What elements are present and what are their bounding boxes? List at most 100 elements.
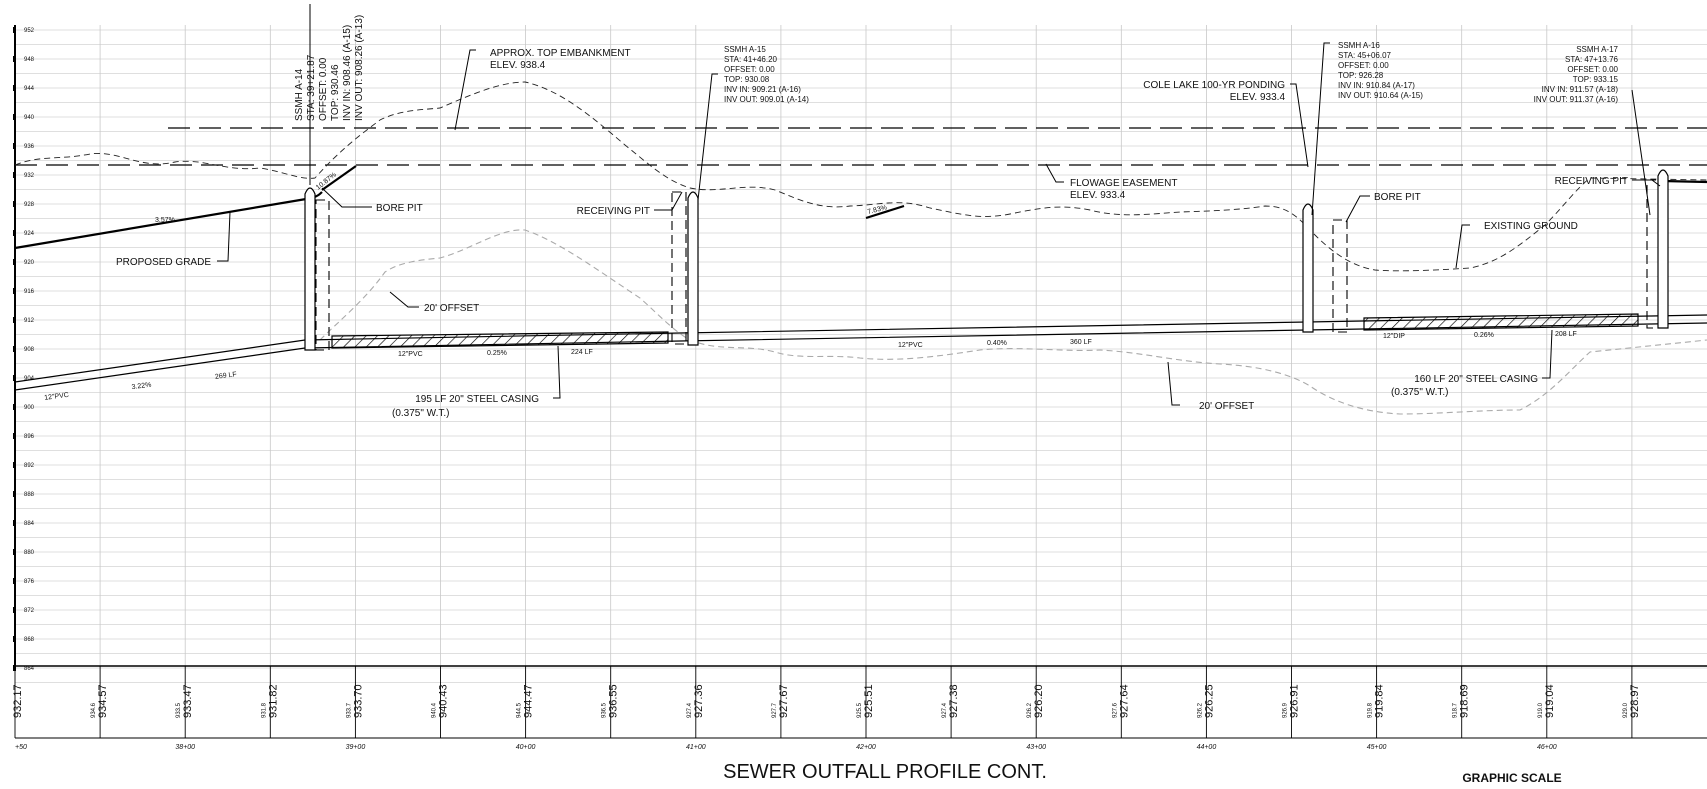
pipe3-material: 12"PVC: [898, 342, 923, 349]
elevation-label: 868: [24, 637, 35, 643]
slope-label-357: 3.57%: [155, 217, 175, 224]
elevation-tick-marks: [13, 27, 16, 671]
station-label: 45+00: [1367, 744, 1387, 751]
ssmh-a17-line-2: STA: 47+13.76: [1565, 55, 1619, 64]
ground-elevation-values: 932.17 934.6 934.57 933.5 933.47 931.8 931.82 9…: [12, 684, 1641, 718]
elevation-label: 944: [24, 86, 35, 92]
pipe1-material: 12"PVC: [44, 392, 69, 402]
station-label: 41+00: [686, 744, 706, 751]
elevation-grid: [15, 29, 1707, 683]
ssmh-a14-line-6: INV OUT: 908.26 (A-13): [354, 15, 365, 121]
station-labels: +50 38+00 39+00 40+00 41+00 42+00 43+00 44+00 45…: [15, 744, 1557, 751]
elevation-tick: [13, 607, 16, 613]
elevation-tick: [13, 143, 16, 149]
elevation-tick: [13, 288, 16, 294]
bore-pit-label-1: BORE PIT: [376, 203, 423, 214]
pipe1-length: 269 LF: [215, 371, 237, 381]
elevation-label: 876: [24, 579, 35, 585]
station-grid: [14, 25, 1633, 738]
bore-pit-label-2: BORE PIT: [1374, 192, 1421, 203]
manhole-a15: [687, 191, 699, 346]
design-elevation-value: 919.8: [1368, 702, 1374, 718]
elevation-label: 900: [24, 405, 35, 411]
ssmh-a17-line-6: INV OUT: 911.37 (A-16): [1534, 95, 1619, 104]
ground-elevation-value: 934.57: [97, 684, 109, 718]
elevation-label: 952: [24, 28, 35, 34]
receiving-pit-label-1: RECEIVING PIT: [577, 206, 650, 217]
elevation-label: 920: [24, 260, 35, 266]
station-label: 43+00: [1026, 744, 1046, 751]
station-label: +50: [15, 744, 27, 751]
proposed-grade-label: PROPOSED GRADE: [116, 257, 211, 268]
elevation-tick: [13, 462, 16, 468]
ground-elevation-value: 932.17: [12, 684, 24, 718]
ground-elevation-value: 927.38: [948, 684, 960, 718]
ssmh-a14-line-3: OFFSET: 0.00: [318, 57, 329, 121]
pipe3-slope: 0.40%: [987, 340, 1007, 347]
design-elevation-value: 933.7: [346, 702, 352, 718]
elevation-label: 928: [24, 202, 35, 208]
ground-elevation-value: 944.47: [523, 684, 535, 718]
elevation-label: 864: [24, 666, 35, 672]
receiving-pit-1: [671, 191, 687, 345]
offset-label-1: 20' OFFSET: [424, 303, 479, 314]
elevation-tick: [13, 346, 16, 352]
station-label: 40+00: [516, 744, 536, 751]
pipe4-length: 208 LF: [1555, 331, 1577, 338]
design-elevation-value: 927.7: [772, 702, 778, 718]
pipe2-length: 224 LF: [571, 349, 593, 356]
elevation-tick: [13, 578, 16, 584]
page-title: SEWER OUTFALL PROFILE CONT.: [723, 761, 1047, 783]
ground-elevation-value: 927.67: [778, 684, 790, 718]
elevation-tick: [13, 85, 16, 91]
elevation-tick: [13, 172, 16, 178]
ground-elevation-value: 936.55: [608, 684, 620, 718]
casing-label-2a: 160 LF 20" STEEL CASING: [1414, 374, 1538, 385]
elevation-tick: [13, 259, 16, 265]
ssmh-a16-line-2: STA: 45+06.07: [1338, 51, 1392, 60]
design-elevation-value: 929.0: [1623, 702, 1629, 718]
elevation-tick: [13, 375, 16, 381]
station-label: 42+00: [856, 744, 876, 751]
manhole-a14: [304, 187, 316, 351]
pipe2-slope: 0.25%: [487, 350, 507, 357]
station-label: 38+00: [175, 744, 195, 751]
design-elevation-value: 925.5: [857, 702, 863, 718]
proposed-grade-segment-4: [1662, 179, 1707, 184]
elevation-tick: [13, 114, 16, 120]
elevation-label: 912: [24, 318, 35, 324]
casing-label-1b: (0.375" W.T.): [392, 408, 449, 419]
elevation-label: 884: [24, 521, 35, 527]
ground-elevation-value: 925.51: [863, 684, 875, 718]
ground-elevation-value: 927.36: [693, 684, 705, 718]
pipe4-material: 12"DIP: [1383, 333, 1405, 340]
elevation-tick: [13, 27, 16, 33]
ssmh-a17-line-4: TOP: 933.15: [1573, 75, 1619, 84]
receiving-pit-label-2: RECEIVING PIT: [1555, 176, 1628, 187]
slope-label-783: 7.83%: [867, 204, 888, 216]
existing-ground-label: EXISTING GROUND: [1484, 221, 1578, 232]
manhole-a17: [1657, 169, 1669, 329]
manhole-a16: [1302, 203, 1314, 333]
elevation-tick: [13, 230, 16, 236]
elevation-label: 880: [24, 550, 35, 556]
ssmh-a15-line-5: INV IN: 909.21 (A-16): [724, 85, 801, 94]
design-elevation-value: 940.4: [432, 702, 438, 718]
ssmh-a16-line-3: OFFSET: 0.00: [1338, 61, 1389, 70]
design-elevation-value: 944.5: [517, 702, 523, 718]
elevation-tick: [13, 520, 16, 526]
ssmh-a14-line-2: STA: 39+21.87: [306, 54, 317, 121]
ssmh-a14-line-1: SSMH A-14: [294, 68, 305, 121]
ground-elevation-value: 926.20: [1033, 684, 1045, 718]
pipe3-length: 360 LF: [1070, 339, 1092, 346]
embankment-label-1: APPROX. TOP EMBANKMENT: [490, 48, 631, 59]
design-elevation-value: 926.2: [1027, 702, 1033, 718]
pipe4-slope: 0.26%: [1474, 332, 1494, 339]
elevation-tick: [13, 549, 16, 555]
elevation-tick: [13, 636, 16, 642]
offset-label-2: 20' OFFSET: [1199, 401, 1254, 412]
steel-casing-1: [331, 331, 669, 349]
station-label: 46+00: [1537, 744, 1557, 751]
ssmh-a16-line-4: TOP: 926.28: [1338, 71, 1384, 80]
